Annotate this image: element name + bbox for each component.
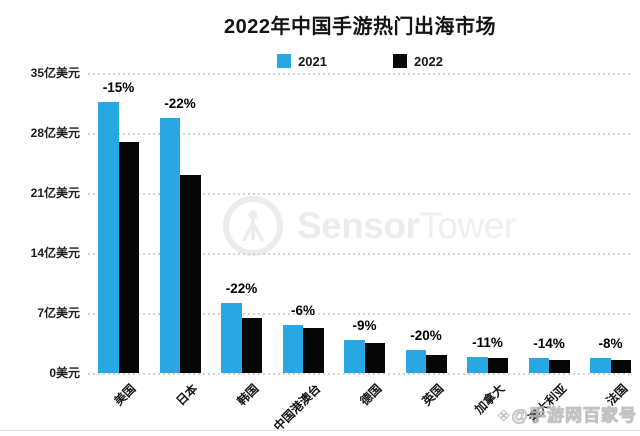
pct-change-label-法国: -8% — [598, 336, 623, 352]
y-tick-label: 14亿美元 — [30, 246, 80, 260]
x-tick-label-美国: 美国 — [111, 381, 139, 409]
x-tick-label-日本: 日本 — [173, 381, 201, 409]
bar-2021-澳大利亚 — [528, 357, 549, 373]
pct-change-label-加拿大: -11% — [472, 334, 503, 350]
bar-2022-中国港澳台 — [303, 328, 324, 373]
bar-2021-韩国 — [221, 302, 242, 373]
baijiahao-watermark-text: @手游网百家号 — [511, 406, 637, 426]
legend-swatch-2022 — [393, 54, 407, 68]
pct-change-label-英国: -20% — [410, 328, 442, 344]
bar-2021-加拿大 — [467, 356, 488, 373]
bar-2022-德国 — [364, 342, 385, 373]
bar-2021-法国 — [590, 358, 611, 373]
pct-change-label-德国: -9% — [352, 317, 377, 333]
legend-item-2022: 2022 — [393, 54, 443, 69]
pct-change-label-中国港澳台: -6% — [290, 303, 316, 318]
grid-line — [88, 133, 632, 135]
y-tick-label: 0美元 — [49, 366, 80, 380]
grid-line — [88, 313, 632, 315]
x-tick-label-韩国: 韩国 — [234, 381, 262, 409]
pct-change-label-日本: -22% — [164, 96, 196, 112]
grid-line — [88, 193, 632, 195]
y-tick-label: 35亿美元 — [30, 66, 80, 80]
bottom-hairline — [0, 430, 640, 431]
bar-2021-美国 — [98, 102, 119, 373]
bar-2021-中国港澳台 — [282, 325, 303, 373]
pct-change-label-韩国: -22% — [225, 280, 258, 296]
y-tick-label: 28亿美元 — [30, 126, 80, 140]
bar-2021-德国 — [344, 339, 365, 373]
legend-swatch-2021 — [277, 54, 292, 68]
bar-2021-英国 — [405, 350, 426, 373]
y-tick-label: 7亿美元 — [37, 306, 80, 320]
legend: 2021 2022 — [88, 52, 632, 70]
bar-2022-韩国 — [241, 318, 262, 373]
bar-2022-日本 — [180, 175, 201, 373]
baijiahao-watermark: ❖@手游网百家号 — [496, 401, 637, 426]
legend-item-2021: 2021 — [277, 54, 327, 69]
baijiahao-logo-icon: ❖ — [496, 408, 512, 426]
bar-2022-法国 — [610, 359, 631, 373]
pct-change-label-澳大利亚: -14% — [533, 335, 565, 351]
x-tick-label-中国港澳台: 中国港澳台 — [270, 381, 324, 434]
bar-2021-日本 — [159, 118, 180, 373]
y-tick-label: 21亿美元 — [30, 186, 80, 200]
bar-2022-美国 — [118, 141, 139, 373]
bar-2022-加拿大 — [487, 358, 508, 373]
legend-label-2021: 2021 — [298, 53, 327, 69]
pct-change-label-美国: -15% — [102, 80, 135, 96]
grid-line — [88, 373, 632, 375]
x-tick-label-英国: 英国 — [419, 381, 447, 409]
bar-2022-澳大利亚 — [549, 359, 570, 373]
legend-label-2022: 2022 — [414, 53, 443, 69]
bar-2022-英国 — [426, 355, 447, 373]
chart-title: 2022年中国手游热门出海市场 — [224, 16, 496, 38]
grid-line — [88, 253, 632, 255]
x-tick-label-德国: 德国 — [357, 381, 385, 409]
grid-line — [88, 73, 632, 75]
